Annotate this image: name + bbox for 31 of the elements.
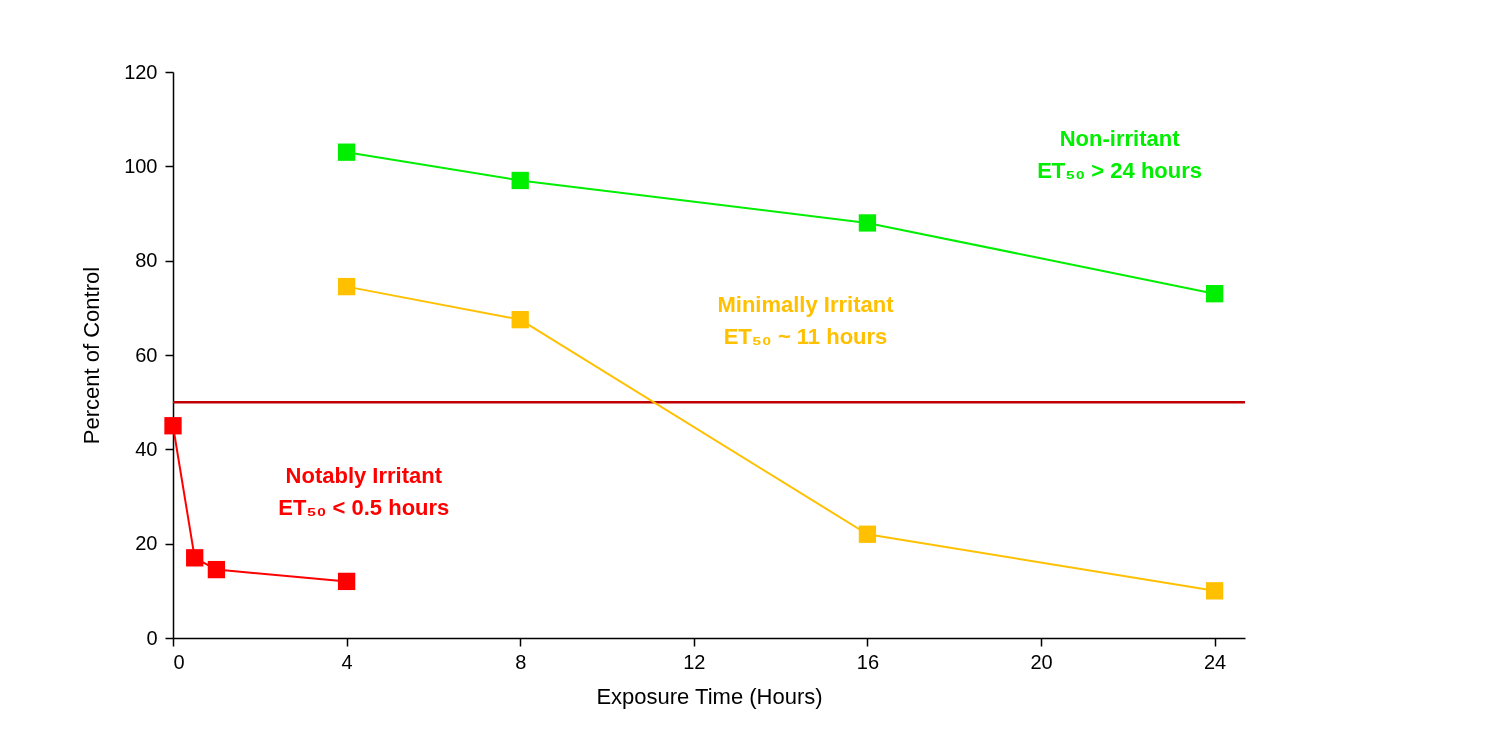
x-tick-label: 20	[1030, 650, 1053, 673]
x-axis-title: Exposure Time (Hours)	[596, 683, 823, 709]
y-tick-label: 60	[135, 343, 158, 366]
point	[207, 560, 226, 579]
x-tick-label: 12	[683, 650, 706, 673]
annotation: Minimally Irritant ET₅₀ ~ 11 hours	[717, 292, 895, 349]
y-axis-title: Percent of Control	[79, 266, 105, 445]
point	[1205, 285, 1224, 303]
point	[337, 143, 356, 161]
point	[511, 171, 529, 190]
point	[858, 214, 877, 232]
y-tick-label: 20	[135, 532, 158, 555]
point	[1205, 582, 1224, 600]
point	[858, 525, 877, 543]
y-tick-label: 40	[135, 437, 158, 460]
y-tick-label: 0	[146, 626, 158, 649]
x-tick-label: 24	[1203, 650, 1227, 673]
x-tick-label: 8	[515, 650, 527, 673]
y-tick-label: 120	[124, 60, 158, 83]
point	[164, 417, 182, 435]
point	[186, 549, 204, 567]
x-tick-label: 0	[173, 650, 185, 673]
annotation: Notably Irritant ET₅₀ < 0.5 hours	[278, 462, 450, 520]
x-tick-label: 16	[856, 650, 880, 673]
x-tick-label: 4	[341, 650, 353, 673]
y-tick-label: 80	[135, 249, 158, 272]
y-tick-label: 100	[124, 154, 158, 177]
point	[337, 572, 356, 591]
point	[337, 277, 356, 296]
point	[511, 310, 529, 329]
annotation: Non-irritant ET₅₀ > 24 hours	[1037, 125, 1203, 183]
